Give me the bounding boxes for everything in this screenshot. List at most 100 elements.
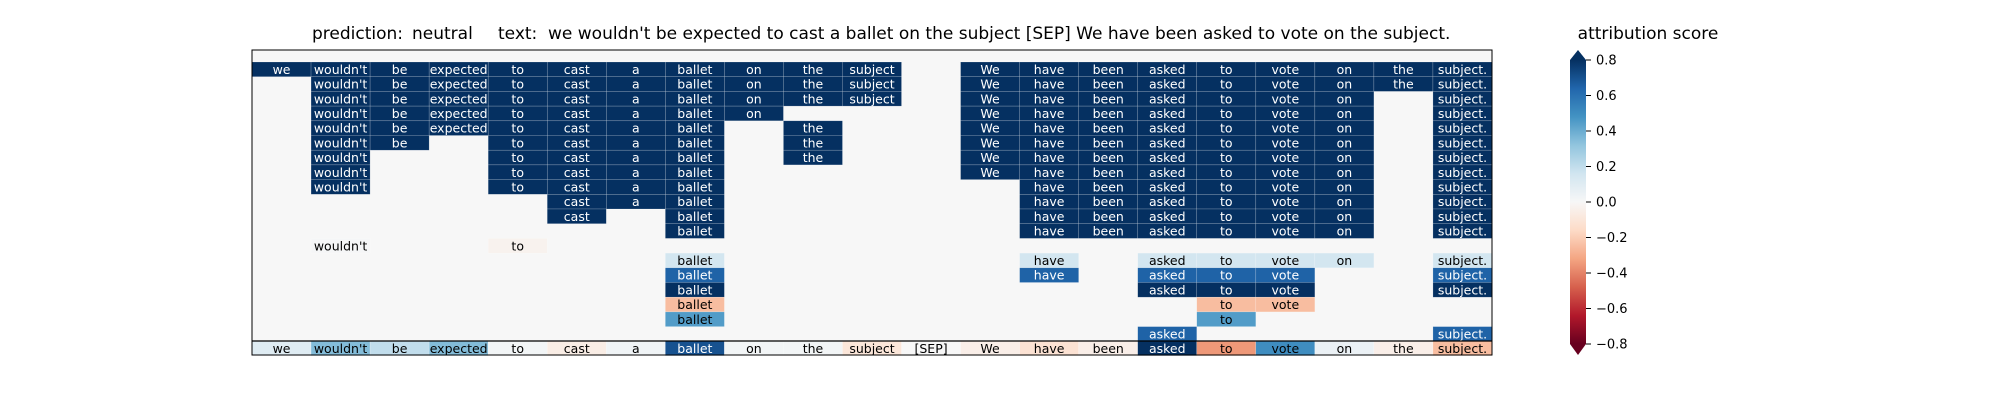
token-label: been bbox=[1093, 341, 1124, 356]
token-label: a bbox=[632, 165, 640, 180]
token-label: have bbox=[1034, 179, 1065, 194]
prediction-value: neutral bbox=[412, 24, 473, 44]
heatmap-cell bbox=[1314, 252, 1375, 269]
token-label: to bbox=[1220, 253, 1233, 268]
token-label: cast bbox=[564, 341, 590, 356]
token-label: expected bbox=[430, 341, 488, 356]
heatmap-cell bbox=[842, 76, 902, 92]
token-label: subject. bbox=[1438, 326, 1487, 341]
token-label: subject. bbox=[1438, 209, 1487, 224]
token-label: a bbox=[632, 150, 640, 165]
text-label: text: bbox=[498, 24, 537, 44]
token-label: to bbox=[1220, 297, 1233, 312]
colorbar-ticks: 0.8 0.6 0.4 0.2 0.0 −0.2 −0.4 −0.6 −0.8 bbox=[1586, 54, 1628, 353]
token-label: ballet bbox=[677, 150, 712, 165]
token-label: asked bbox=[1149, 224, 1186, 239]
token-label: [SEP] bbox=[914, 341, 947, 356]
token-label: wouldn't bbox=[314, 150, 368, 165]
token-label: have bbox=[1034, 135, 1065, 150]
colorbar-tick-label: 0.8 bbox=[1596, 54, 1617, 69]
token-label: cast bbox=[564, 209, 590, 224]
token-label: asked bbox=[1149, 209, 1186, 224]
token-label: been bbox=[1093, 209, 1124, 224]
token-label: ballet bbox=[677, 135, 712, 150]
token-label: be bbox=[392, 341, 408, 356]
token-label: to bbox=[511, 77, 524, 92]
token-label: on bbox=[746, 106, 762, 121]
text-value: we wouldn't be expected to cast a ballet… bbox=[548, 24, 1450, 44]
token-label: on bbox=[1337, 135, 1353, 150]
token-label: ballet bbox=[677, 209, 712, 224]
token-label: asked bbox=[1149, 341, 1186, 356]
token-label: on bbox=[1337, 150, 1353, 165]
token-label: ballet bbox=[677, 253, 712, 268]
token-label: wouldn't bbox=[314, 179, 368, 194]
token-label: vote bbox=[1272, 253, 1300, 268]
token-label: on bbox=[1337, 91, 1353, 106]
token-label: the bbox=[1393, 341, 1414, 356]
token-label: wouldn't bbox=[314, 91, 368, 106]
token-label: cast bbox=[564, 121, 590, 136]
prediction-label: prediction: bbox=[312, 24, 403, 44]
colorbar-tick-label: 0.4 bbox=[1596, 125, 1617, 140]
token-label: vote bbox=[1272, 106, 1300, 121]
token-label: subject. bbox=[1438, 121, 1487, 136]
token-label: to bbox=[1220, 135, 1233, 150]
token-label: subject. bbox=[1438, 91, 1487, 106]
token-label: subject bbox=[849, 77, 894, 92]
token-label: have bbox=[1034, 194, 1065, 209]
token-label: have bbox=[1034, 77, 1065, 92]
token-label: on bbox=[1337, 194, 1353, 209]
heatmap-cell bbox=[487, 238, 548, 254]
token-label: on bbox=[1337, 77, 1353, 92]
token-label: subject. bbox=[1438, 179, 1487, 194]
token-label: be bbox=[392, 106, 408, 121]
token-label: to bbox=[1220, 121, 1233, 136]
token-label: wouldn't bbox=[314, 62, 368, 77]
token-label: a bbox=[632, 91, 640, 106]
token-label: to bbox=[511, 238, 524, 253]
token-label: been bbox=[1093, 77, 1124, 92]
token-label: to bbox=[1220, 150, 1233, 165]
colorbar-tick-label: 0.0 bbox=[1596, 196, 1617, 211]
token-label: we bbox=[273, 62, 291, 77]
token-label: on bbox=[1337, 121, 1353, 136]
heatmap-cell bbox=[1137, 282, 1198, 298]
token-label: vote bbox=[1272, 297, 1300, 312]
token-label: the bbox=[1393, 77, 1414, 92]
heatmap-cell bbox=[665, 223, 725, 239]
token-label: have bbox=[1034, 150, 1065, 165]
token-label: to bbox=[1220, 268, 1233, 283]
token-label: been bbox=[1093, 62, 1124, 77]
token-label: We bbox=[980, 91, 1000, 106]
token-label: to bbox=[511, 179, 524, 194]
token-label: cast bbox=[564, 135, 590, 150]
token-label: to bbox=[1220, 179, 1233, 194]
token-label: subject. bbox=[1438, 150, 1487, 165]
token-label: asked bbox=[1149, 106, 1186, 121]
token-label: asked bbox=[1149, 91, 1186, 106]
token-label: the bbox=[803, 341, 824, 356]
token-label: We bbox=[980, 62, 1000, 77]
token-label: on bbox=[1337, 165, 1353, 180]
colorbar-tick-label: 0.6 bbox=[1596, 89, 1617, 104]
token-label: the bbox=[803, 121, 824, 136]
token-label: We bbox=[980, 121, 1000, 136]
token-label: subject. bbox=[1438, 77, 1487, 92]
colorbar-tick-label: −0.4 bbox=[1596, 267, 1628, 282]
token-label: on bbox=[1337, 209, 1353, 224]
token-label: asked bbox=[1149, 77, 1186, 92]
colorbar-gradient bbox=[1570, 60, 1586, 344]
token-label: vote bbox=[1272, 268, 1300, 283]
token-label: cast bbox=[564, 91, 590, 106]
token-label: ballet bbox=[677, 194, 712, 209]
token-label: to bbox=[1220, 91, 1233, 106]
token-label: ballet bbox=[677, 77, 712, 92]
token-label: ballet bbox=[677, 179, 712, 194]
token-label: the bbox=[803, 77, 824, 92]
token-label: to bbox=[1220, 282, 1233, 297]
token-label: to bbox=[1220, 165, 1233, 180]
token-label: been bbox=[1093, 165, 1124, 180]
token-label: we bbox=[273, 341, 291, 356]
